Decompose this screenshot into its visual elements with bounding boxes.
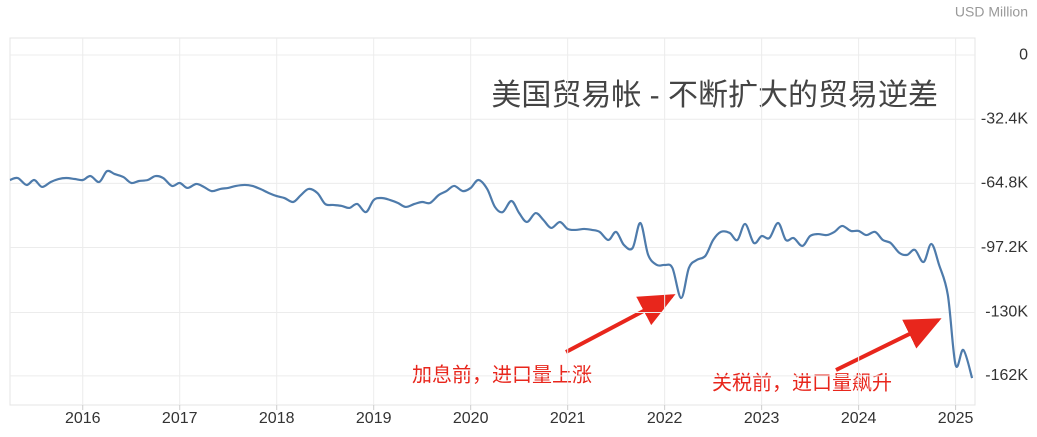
y-tick-label: -64.8K	[981, 175, 1028, 192]
x-tick-label: 2020	[453, 410, 489, 427]
chart-title: 美国贸易帐 - 不断扩大的贸易逆差	[491, 79, 938, 112]
data-line	[9, 169, 974, 379]
annotation-arrow	[565, 294, 676, 354]
x-tick-label: 2021	[550, 410, 586, 427]
x-tick-label: 2025	[938, 410, 974, 427]
annotation-arrow	[835, 318, 942, 372]
y-tick-label: -97.2K	[981, 239, 1028, 256]
annotation: 加息前，进口量上涨	[412, 363, 592, 386]
y-tick-label: -162K	[985, 367, 1028, 384]
unit-label: USD Million	[955, 4, 1028, 20]
x-tick-label: 2024	[841, 410, 877, 427]
x-tick-label: 2018	[259, 410, 295, 427]
y-tick-label: -130K	[985, 304, 1028, 321]
x-tick-label: 2019	[356, 410, 392, 427]
x-tick-label: 2023	[744, 410, 780, 427]
x-tick-label: 2022	[647, 410, 683, 427]
x-tick-label: 2017	[162, 410, 198, 427]
plot-area	[9, 37, 976, 406]
y-tick-label: -32.4K	[981, 110, 1028, 127]
x-tick-label: 2016	[65, 410, 101, 427]
annotation: 关税前，进口量飙升	[712, 371, 892, 394]
y-tick-label: 0	[1019, 46, 1028, 63]
